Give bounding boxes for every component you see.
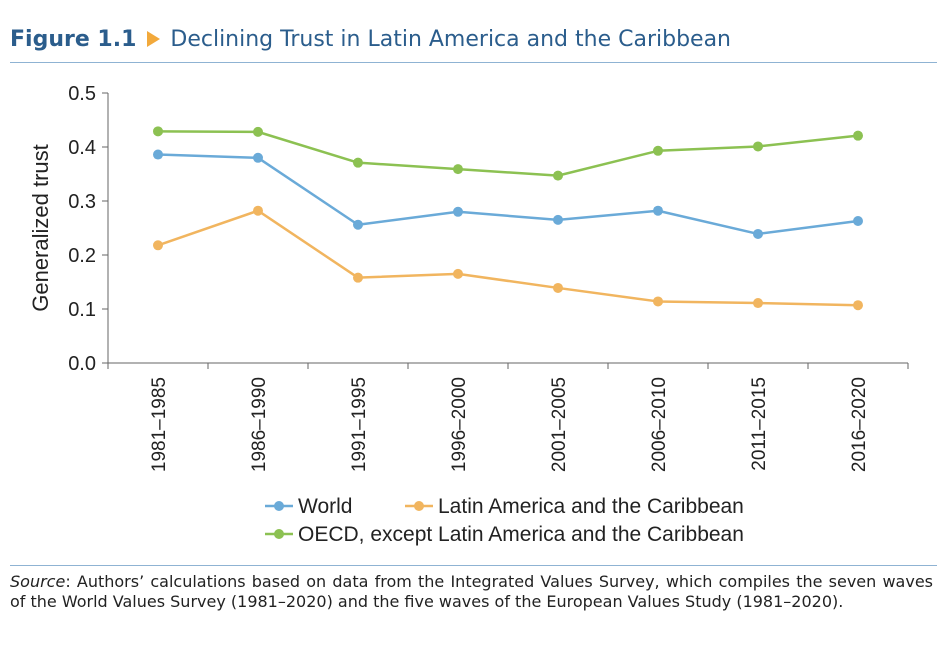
- line-chart: 0.0 0.1 0.2 0.3 0.4 0.5 Generalized trust 1981–…: [28, 83, 909, 546]
- legend-item: World: [265, 495, 352, 518]
- series-world: [153, 149, 863, 239]
- data-point: [753, 141, 763, 152]
- data-point: [253, 205, 263, 216]
- data-point: [253, 152, 263, 163]
- legend-marker-icon: [274, 529, 284, 539]
- series-oecd-except-latin-america-and-the-caribbean: [153, 126, 863, 181]
- series-line: [157, 130, 859, 177]
- chart-series: [153, 126, 863, 311]
- x-tick-label: 1991–1995: [349, 377, 370, 472]
- data-point: [153, 240, 163, 251]
- data-point: [853, 215, 863, 226]
- y-tick-label: 0.1: [68, 299, 96, 321]
- data-point: [353, 272, 363, 283]
- x-tick-label: 2006–2010: [649, 377, 670, 472]
- x-tick-label: 2016–2020: [849, 377, 870, 472]
- y-tick-label: 0.3: [68, 191, 96, 213]
- x-tick-label: 1981–1985: [149, 377, 170, 472]
- header-divider: [10, 62, 937, 63]
- arrow-right-icon: [147, 31, 161, 47]
- figure-header: Figure 1.1 Declining Trust in Latin Amer…: [10, 22, 937, 56]
- x-tick-label: 2001–2005: [549, 377, 570, 472]
- data-point: [453, 268, 463, 279]
- y-tick-label: 0.0: [68, 353, 96, 375]
- legend-item: Latin America and the Caribbean: [405, 495, 744, 518]
- y-axis-label: Generalized trust: [28, 144, 53, 312]
- data-point: [153, 149, 163, 160]
- source-label: Source: [10, 572, 66, 591]
- data-point: [253, 126, 263, 137]
- footer-divider: [10, 565, 937, 566]
- data-point: [853, 300, 863, 311]
- data-point: [553, 170, 563, 181]
- figure-label: Figure 1.1: [10, 26, 137, 52]
- legend-label: OECD, except Latin America and the Carib…: [298, 523, 744, 546]
- legend-label: World: [298, 495, 352, 518]
- chart-legend: World Latin America and the Caribbean OECD…: [265, 495, 744, 546]
- data-point: [653, 205, 663, 216]
- x-tick-label: 2011–2015: [749, 377, 770, 471]
- data-point: [553, 282, 563, 293]
- data-point: [153, 126, 163, 137]
- x-tick-label: 1986–1990: [249, 377, 270, 472]
- figure-title: Declining Trust in Latin America and the…: [170, 26, 731, 52]
- legend-label: Latin America and the Caribbean: [438, 495, 744, 518]
- data-point: [853, 130, 863, 141]
- y-tick-label: 0.4: [68, 137, 96, 159]
- data-point: [353, 157, 363, 168]
- series-latin-america-and-the-caribbean: [153, 205, 863, 311]
- y-tick-label: 0.5: [68, 83, 96, 105]
- legend-marker-icon: [414, 501, 424, 511]
- data-point: [653, 296, 663, 307]
- data-point: [553, 214, 563, 225]
- data-point: [653, 145, 663, 156]
- x-tick-label: 1996–2000: [449, 377, 470, 472]
- data-point: [353, 219, 363, 230]
- data-point: [453, 164, 463, 175]
- legend-marker-icon: [274, 501, 284, 511]
- chart-axes: 0.0 0.1 0.2 0.3 0.4 0.5 Generalized trust 1981–…: [28, 83, 909, 472]
- series-line: [157, 153, 859, 236]
- source-note: Source: Authors’ calculations based on d…: [10, 572, 933, 612]
- source-text: : Authors’ calculations based on data fr…: [10, 572, 933, 611]
- data-point: [753, 228, 763, 239]
- series-line: [157, 209, 859, 307]
- data-point: [753, 298, 763, 309]
- y-tick-label: 0.2: [68, 245, 96, 267]
- data-point: [453, 206, 463, 217]
- legend-item: OECD, except Latin America and the Carib…: [265, 523, 744, 546]
